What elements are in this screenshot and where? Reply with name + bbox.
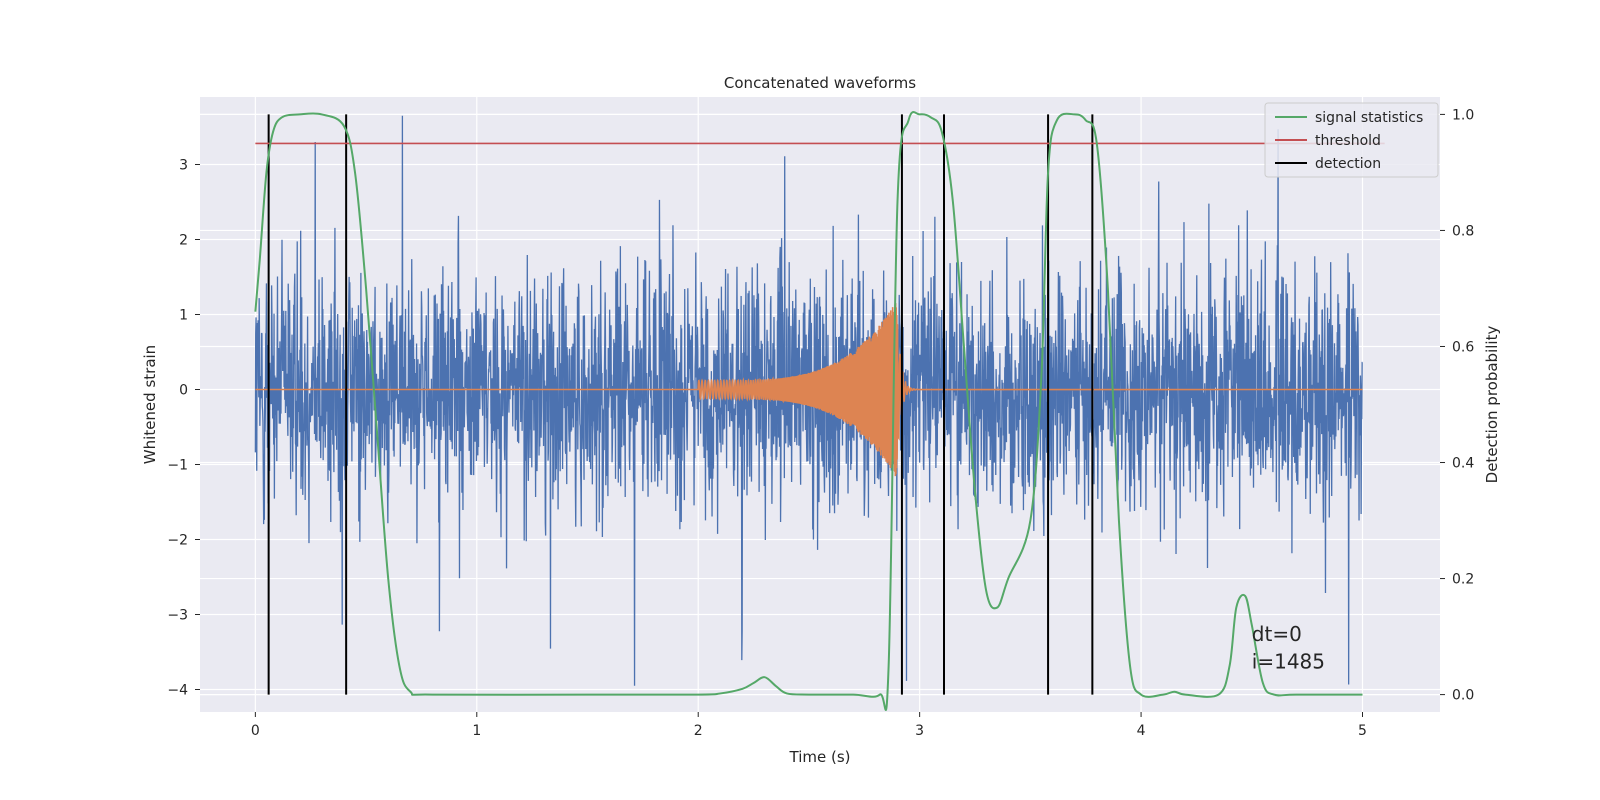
- y-tick-label: −2: [167, 533, 188, 549]
- y-tick-label: −1: [167, 458, 188, 474]
- detection-lines: [267, 114, 1094, 695]
- y2-tick-label: 0.0: [1452, 688, 1474, 704]
- series-whitened-strain: [254, 115, 1363, 686]
- chart-title: Concatenated waveforms: [724, 74, 916, 92]
- plot-content: [254, 111, 1385, 711]
- x-tick-label: 3: [915, 723, 924, 739]
- x-tick-label: 1: [472, 723, 481, 739]
- x-axis-label: Time (s): [789, 748, 851, 766]
- legend-label-threshold: threshold: [1315, 133, 1381, 149]
- y-tick-label: −4: [167, 683, 188, 699]
- legend-label-detection: detection: [1315, 156, 1381, 172]
- legend-label-statistics: signal statistics: [1315, 110, 1423, 126]
- annotation-dt: dt=0: [1252, 622, 1302, 646]
- series-signal-statistics: [254, 111, 1363, 711]
- y2-tick-label: 0.2: [1452, 572, 1474, 588]
- y-axis-left: −4 −3 −2 −1 0 1 2 3: [167, 158, 200, 699]
- x-tick-label: 4: [1137, 723, 1146, 739]
- y-tick-label: 2: [179, 233, 188, 249]
- y-tick-label: 3: [179, 158, 188, 174]
- series-waveform: [255, 303, 1363, 477]
- annotation-index: i=1485: [1252, 650, 1325, 674]
- legend: signal statistics threshold detection: [1264, 102, 1439, 178]
- y-axis-label: Whitened strain: [141, 345, 159, 464]
- y2-axis-label: Detection probability: [1483, 326, 1501, 484]
- x-axis: 0 1 2 3 4 5: [251, 712, 1367, 739]
- legend-box: [1264, 102, 1439, 178]
- y2-tick-label: 0.6: [1452, 339, 1474, 355]
- y2-tick-label: 0.8: [1452, 223, 1474, 239]
- y-tick-label: 0: [179, 383, 188, 399]
- x-tick-label: 5: [1358, 723, 1367, 739]
- y-tick-label: 1: [179, 308, 188, 324]
- y-axis-right: 0.0 0.2 0.4 0.6 0.8 1.0: [1440, 107, 1474, 704]
- x-tick-label: 0: [251, 723, 260, 739]
- y2-tick-label: 1.0: [1452, 107, 1474, 123]
- x-tick-label: 2: [694, 723, 703, 739]
- y-tick-label: −3: [167, 608, 188, 624]
- y2-tick-label: 0.4: [1452, 456, 1474, 472]
